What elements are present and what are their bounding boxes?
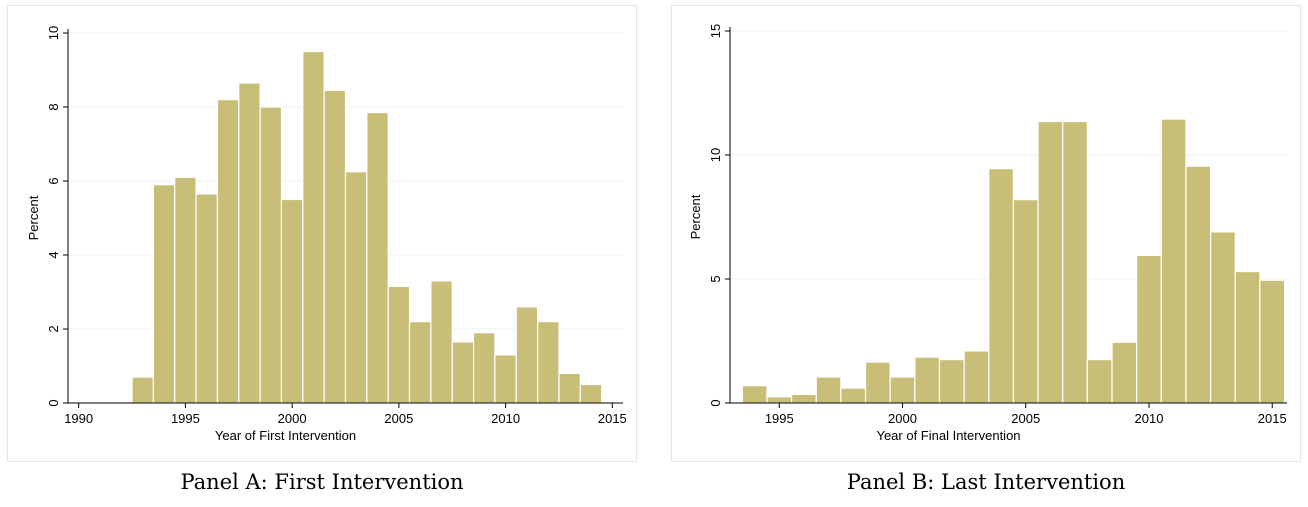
panel-a-bar (323, 89, 347, 404)
panel-a-bar (131, 376, 154, 404)
panel-a-bar (472, 332, 496, 404)
panel-b-bar (914, 356, 941, 404)
panel-a-x-tick-label: 2005 (384, 411, 413, 426)
panel-a-y-tick-label: 8 (46, 103, 61, 110)
panel-a-bar (238, 82, 261, 404)
panel-a-x-tick-label: 2000 (278, 411, 307, 426)
panel-b-bar (766, 396, 793, 404)
panel-a-bar (515, 306, 539, 404)
panel-b-bar (1160, 118, 1187, 404)
panel-b-y-tick-label: 15 (708, 24, 723, 38)
panel-b-x-tick-label: 1995 (765, 411, 794, 426)
panel-b-bar (1037, 120, 1064, 404)
panel-a-bar (579, 383, 603, 404)
panel-a-bar (302, 50, 325, 404)
panel-a-bar (537, 321, 560, 404)
panel-b-bar (1062, 120, 1088, 404)
panel-a-y-axis-title: Percent (26, 195, 41, 240)
panel-b-bar (1209, 231, 1236, 404)
panel-a-bar (280, 198, 304, 404)
panel-b-bar (1012, 199, 1039, 404)
panel-a-bar (366, 111, 389, 404)
panel-b-bar (840, 387, 867, 404)
panel-b-y-tick-label: 0 (708, 399, 723, 406)
panel-a-y-tick-label: 6 (46, 177, 61, 184)
panel-a-bar (451, 341, 475, 404)
panel-b-x-tick-label: 2000 (888, 411, 917, 426)
panel-b-bar (889, 376, 916, 404)
panel-a-bar (430, 280, 453, 404)
panel-a-bar (216, 98, 240, 404)
panel-a-bar (195, 193, 219, 404)
panel-b-y-tick-label: 5 (708, 275, 723, 282)
panel-b-bar (741, 385, 768, 404)
panel-a-bar (558, 372, 581, 404)
panel-a-bar (259, 106, 283, 404)
panel-b-bar (1234, 270, 1261, 404)
panel-b-bar (938, 359, 965, 404)
panel-a-x-tick-label: 1995 (171, 411, 200, 426)
panel-b-bar (1259, 279, 1286, 404)
panel-a-bar (408, 321, 432, 404)
panel-a-x-tick-label: 2015 (598, 411, 627, 426)
panel-b-bar (988, 168, 1015, 404)
panel-b-bar (963, 350, 990, 404)
panel-b-x-tick-label: 2010 (1135, 411, 1164, 426)
panel-a-bar (494, 354, 517, 404)
panel-b-x-axis-title: Year of Final Intervention (876, 428, 1020, 443)
panel-a-y-tick-label: 4 (46, 251, 61, 258)
panel-b-bar (1086, 359, 1113, 404)
panel-a-bar (387, 285, 411, 404)
panel-b-caption: Panel B: Last Intervention (846, 470, 1126, 494)
panel-b-x-tick-label: 2015 (1258, 411, 1287, 426)
panel-b-bar (791, 393, 817, 404)
panel-b-bar (815, 376, 842, 404)
panel-a-bar (152, 184, 176, 404)
panel-b-bar (1185, 165, 1212, 404)
panel-b-bar (1136, 254, 1162, 404)
panel-a-x-axis-title: Year of First Intervention (215, 428, 356, 443)
panel-a-bar (174, 176, 197, 404)
panel-a-bar (344, 171, 368, 404)
panel-a-y-tick-label: 10 (46, 26, 61, 40)
panel-b-y-tick-label: 10 (708, 148, 723, 162)
panel-a-x-tick-label: 2010 (491, 411, 520, 426)
panel-a-y-tick-label: 0 (46, 399, 61, 406)
panel-a-x-tick-label: 1990 (64, 411, 93, 426)
panel-a-caption: Panel A: First Intervention (180, 470, 464, 494)
panel-b-x-tick-label: 2005 (1011, 411, 1040, 426)
panel-a-y-tick-label: 2 (46, 325, 61, 332)
panel-b-y-axis-title: Percent (688, 194, 703, 239)
panel-b-bar (1111, 341, 1138, 404)
panel-b-bar (864, 361, 891, 404)
